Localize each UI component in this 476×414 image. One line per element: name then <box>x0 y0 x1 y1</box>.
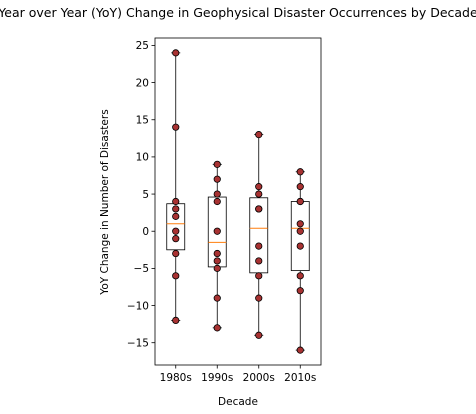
data-point <box>172 197 180 206</box>
data-point <box>213 227 221 235</box>
data-point <box>213 175 221 183</box>
data-point <box>172 316 180 325</box>
plot-area: −15 −10 −5 0 5 10 15 20 25 1980s 1990s 2000s 2010s <box>127 37 322 384</box>
points-2010s <box>296 168 304 354</box>
data-point <box>296 227 304 235</box>
y-tick-label: 15 <box>136 115 149 127</box>
data-point <box>213 257 221 265</box>
points-1980s <box>172 49 180 325</box>
data-point <box>255 242 263 250</box>
data-point <box>255 131 263 139</box>
y-tick-label: 20 <box>136 77 149 89</box>
data-point <box>296 168 304 176</box>
x-tick-label: 1980s <box>160 372 192 384</box>
data-point <box>172 235 180 243</box>
data-point <box>255 183 263 191</box>
box-iqr <box>290 201 310 272</box>
data-point <box>255 294 263 302</box>
chart-title: Year over Year (YoY) Change in Geophysic… <box>0 5 476 20</box>
data-point <box>255 272 263 280</box>
y-tick-label: 25 <box>136 40 149 52</box>
y-tick-label: 5 <box>142 189 149 201</box>
data-point <box>213 160 221 168</box>
y-tick-label: 0 <box>142 226 149 238</box>
data-point <box>255 190 263 198</box>
x-tick-label: 2010s <box>284 372 316 384</box>
data-point <box>213 324 221 332</box>
box-1980s <box>166 52 186 321</box>
data-point <box>213 249 221 258</box>
y-tick-label: 10 <box>136 152 149 164</box>
x-tick-label: 1990s <box>201 372 233 384</box>
data-point <box>172 49 180 57</box>
y-tick-label: −10 <box>127 300 149 312</box>
data-point <box>213 294 221 302</box>
box-1990s <box>207 163 227 329</box>
points-1990s <box>213 160 221 332</box>
y-tick-label: −15 <box>127 338 149 350</box>
y-axis-label: YoY Change in Number of Disasters <box>99 109 111 295</box>
data-point <box>213 190 221 198</box>
data-point <box>172 272 180 280</box>
data-point <box>296 287 304 295</box>
data-point <box>255 257 263 265</box>
y-tick-label: −5 <box>134 263 149 275</box>
data-point <box>296 346 304 354</box>
data-point <box>172 123 180 131</box>
data-point <box>213 197 221 206</box>
data-point <box>172 205 180 213</box>
data-point <box>296 272 304 280</box>
data-point <box>255 205 263 213</box>
data-point <box>296 242 304 250</box>
data-point <box>296 197 304 206</box>
x-tick-label: 2000s <box>243 372 275 384</box>
data-point <box>296 220 304 228</box>
data-point <box>172 249 180 258</box>
data-point <box>213 264 221 272</box>
data-point <box>172 212 180 220</box>
box-2000s <box>249 134 269 336</box>
plot-frame <box>154 37 322 366</box>
data-point <box>172 227 180 235</box>
data-point <box>255 331 263 339</box>
points-2000s <box>255 131 263 339</box>
x-axis-label: Decade <box>218 396 258 408</box>
data-point <box>296 183 304 191</box>
